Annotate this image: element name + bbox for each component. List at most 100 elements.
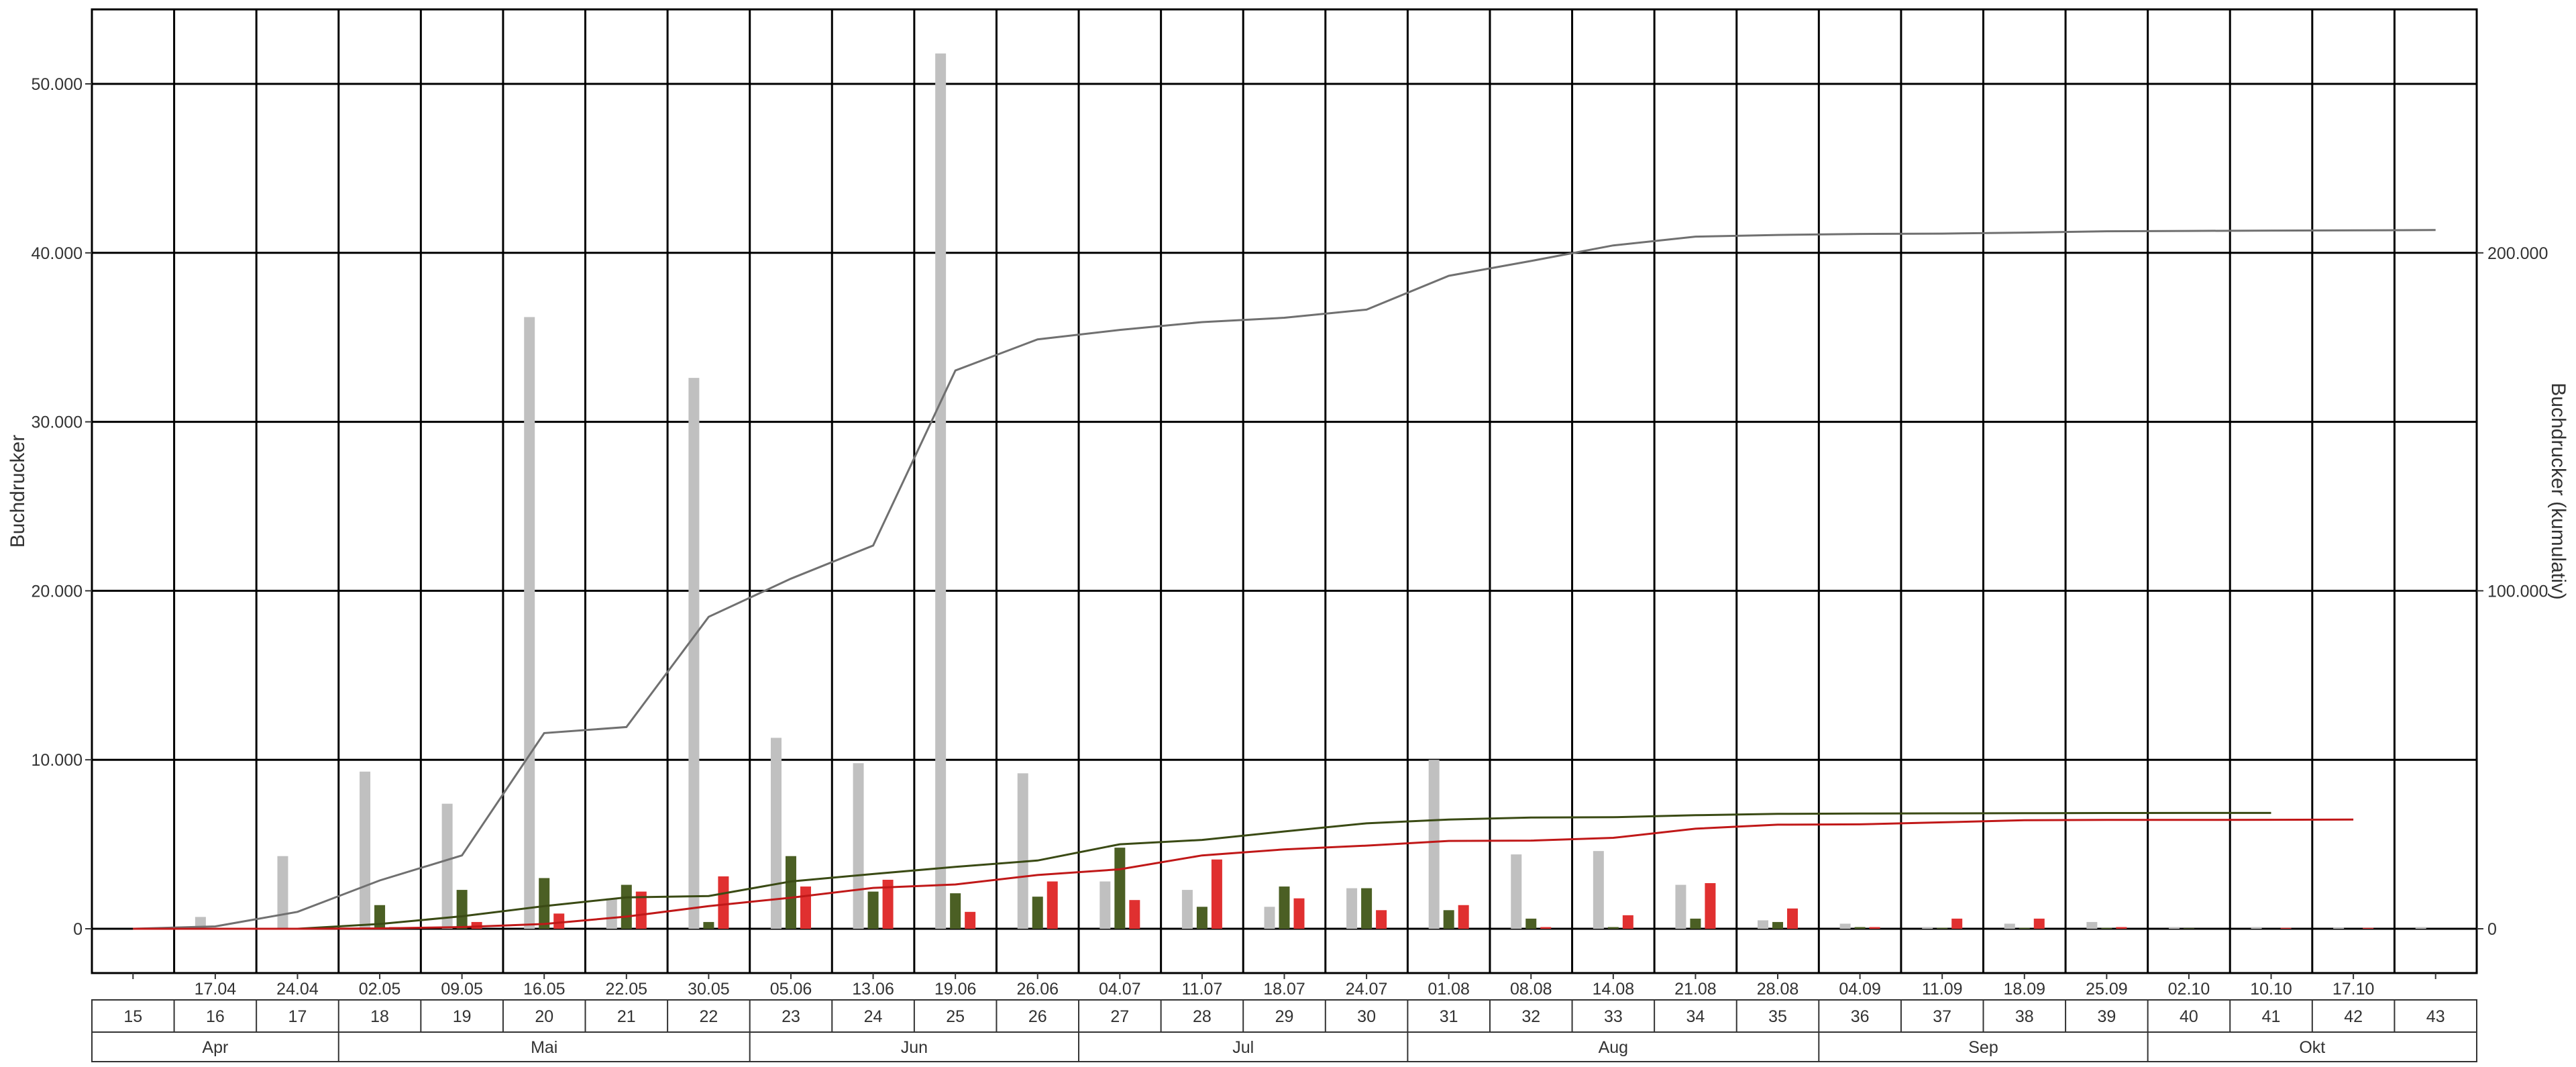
x-axis-date-label: 04.07 <box>1099 980 1141 999</box>
month-label: Jun <box>901 1038 928 1057</box>
bar-series-1 <box>1265 907 1275 929</box>
bar-series-1 <box>2004 923 2015 929</box>
bar-series-1 <box>1675 885 1686 929</box>
bar-series-1 <box>688 378 699 929</box>
x-axis-date-label: 01.08 <box>1428 980 1470 999</box>
x-axis-date-label: 21.08 <box>1674 980 1717 999</box>
week-label: 23 <box>782 1007 800 1026</box>
bar-series-2 <box>1361 888 1372 929</box>
x-axis-date-label: 10.10 <box>2250 980 2292 999</box>
bar-series-3 <box>1294 899 1305 929</box>
x-axis-date-label: 19.06 <box>934 980 977 999</box>
bar-series-3 <box>553 913 564 929</box>
week-label: 26 <box>1028 1007 1047 1026</box>
bar-series-3 <box>1458 905 1469 929</box>
bar-series-3 <box>1376 910 1387 929</box>
x-axis-date-label: 05.06 <box>770 980 812 999</box>
bar-series-1 <box>1346 888 1357 929</box>
bar-series-3 <box>1047 881 1058 929</box>
x-axis-date-label: 24.04 <box>276 980 319 999</box>
month-label: Apr <box>202 1038 228 1057</box>
bar-series-3 <box>2363 928 2373 929</box>
week-label: 15 <box>123 1007 142 1026</box>
month-label: Sep <box>1968 1038 1998 1057</box>
week-label: 42 <box>2344 1007 2363 1026</box>
x-axis-date-label: 13.06 <box>852 980 894 999</box>
left-axis-tick-label: 0 <box>73 920 83 939</box>
month-row <box>92 1032 2477 1062</box>
x-axis-date-label: 18.09 <box>2003 980 2045 999</box>
bar-series-1 <box>1099 881 1110 929</box>
bar-series-1 <box>1758 920 1768 929</box>
bar-series-1 <box>935 54 946 929</box>
bar-series-3 <box>1540 927 1551 929</box>
week-label: 27 <box>1110 1007 1129 1026</box>
bar-series-2 <box>1197 907 1208 929</box>
week-label: 20 <box>535 1007 553 1026</box>
week-label: 34 <box>1686 1007 1705 1026</box>
week-label: 37 <box>1933 1007 1951 1026</box>
bar-series-1 <box>360 772 370 929</box>
bar-series-3 <box>1870 927 1880 929</box>
week-label: 28 <box>1193 1007 1212 1026</box>
bar-series-2 <box>2101 928 2112 929</box>
x-axis-date-label: 16.05 <box>523 980 566 999</box>
bar-series-3 <box>2281 928 2292 929</box>
bar-series-3 <box>965 912 975 929</box>
bar-series-1 <box>442 804 453 929</box>
month-label: Okt <box>2299 1038 2325 1057</box>
bar-series-2 <box>1114 848 1125 929</box>
week-label: 25 <box>946 1007 965 1026</box>
x-axis-date-label: 08.08 <box>1510 980 1552 999</box>
x-axis-date-label: 04.09 <box>1839 980 1881 999</box>
x-axis-date-label: 11.07 <box>1182 980 1223 999</box>
right-axis-title: Buchdrucker (kumulativ) <box>2547 383 2569 599</box>
week-label: 16 <box>206 1007 225 1026</box>
x-axis-date-label: 11.09 <box>1922 980 1963 999</box>
bar-series-2 <box>539 878 549 929</box>
week-label: 32 <box>1521 1007 1540 1026</box>
bar-series-1 <box>1429 760 1440 929</box>
bar-series-2 <box>1032 897 1043 929</box>
week-label: 18 <box>370 1007 389 1026</box>
x-axis-date-label: 22.05 <box>606 980 648 999</box>
week-label: 36 <box>1851 1007 1870 1026</box>
week-label: 30 <box>1357 1007 1376 1026</box>
bar-series-1 <box>2251 927 2262 929</box>
bar-series-2 <box>868 892 879 929</box>
bar-series-1 <box>1511 854 1521 929</box>
left-axis-title: Buchdrucker <box>7 435 29 548</box>
bar-series-1 <box>2169 927 2180 929</box>
bar-series-1 <box>853 763 864 929</box>
right-axis-tick-label: 200.000 <box>2487 244 2548 263</box>
x-axis-date-label: 24.07 <box>1346 980 1388 999</box>
x-axis-date-label: 02.10 <box>2168 980 2210 999</box>
bar-series-1 <box>606 899 617 929</box>
bar-series-3 <box>800 886 811 929</box>
bar-series-3 <box>1623 915 1633 929</box>
left-axis-tick-label: 20.000 <box>32 582 83 601</box>
week-label: 39 <box>2097 1007 2116 1026</box>
bar-series-3 <box>1787 909 1798 929</box>
week-label: 41 <box>2262 1007 2281 1026</box>
bar-series-2 <box>1772 922 1783 929</box>
week-label: 31 <box>1440 1007 1458 1026</box>
x-axis-date-label: 30.05 <box>688 980 730 999</box>
month-label: Jul <box>1232 1038 1254 1057</box>
bar-series-2 <box>2019 928 2030 929</box>
x-axis-date-label: 18.07 <box>1263 980 1305 999</box>
week-label: 40 <box>2180 1007 2198 1026</box>
bar-series-2 <box>1937 928 1947 929</box>
week-label: 24 <box>864 1007 883 1026</box>
x-axis-date-label: 25.09 <box>2086 980 2128 999</box>
bar-series-1 <box>524 317 535 929</box>
bar-series-2 <box>1690 919 1701 929</box>
bar-series-2 <box>1525 919 1536 929</box>
week-label: 22 <box>699 1007 718 1026</box>
bar-series-3 <box>718 876 729 929</box>
week-label: 29 <box>1275 1007 1294 1026</box>
week-label: 38 <box>2015 1007 2034 1026</box>
x-axis-date-label: 14.08 <box>1593 980 1635 999</box>
